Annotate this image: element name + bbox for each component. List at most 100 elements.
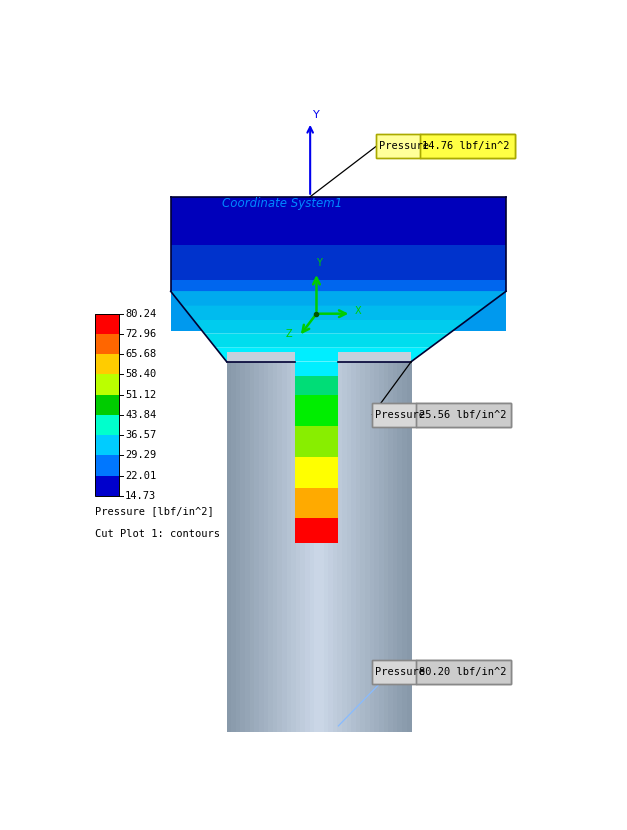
Bar — [300, 362, 305, 732]
Bar — [291, 362, 297, 732]
Bar — [240, 362, 246, 732]
Bar — [379, 362, 384, 732]
Text: X: X — [354, 305, 361, 315]
Bar — [295, 488, 339, 518]
Bar — [95, 314, 119, 496]
Bar — [420, 134, 515, 159]
Bar — [416, 660, 511, 685]
Bar — [388, 362, 393, 732]
Bar — [337, 362, 342, 732]
Bar — [95, 415, 119, 435]
Bar — [319, 362, 324, 732]
Text: 80.24: 80.24 — [125, 309, 156, 319]
Bar — [95, 314, 119, 334]
Bar — [407, 362, 412, 732]
Bar — [263, 362, 268, 732]
Bar — [376, 134, 515, 159]
Text: Y: Y — [313, 110, 319, 120]
Bar — [95, 354, 119, 374]
Text: Z: Z — [285, 329, 292, 339]
Text: 51.12: 51.12 — [125, 389, 156, 400]
Bar — [351, 362, 356, 732]
Bar — [356, 362, 361, 732]
Bar — [402, 362, 407, 732]
Bar — [393, 362, 398, 732]
Bar — [295, 518, 339, 543]
Bar — [226, 362, 232, 732]
Bar — [95, 394, 119, 415]
Bar — [310, 362, 315, 732]
Bar — [342, 362, 347, 732]
Bar — [231, 362, 236, 732]
Bar — [295, 377, 339, 394]
Bar — [328, 362, 333, 732]
Bar — [245, 362, 250, 732]
Bar — [226, 352, 295, 362]
Bar — [295, 426, 339, 457]
Text: 43.84: 43.84 — [125, 410, 156, 420]
Text: Pressure: Pressure — [375, 410, 424, 420]
Text: Coordinate System1: Coordinate System1 — [223, 197, 342, 210]
Bar — [372, 660, 511, 685]
Text: Pressure: Pressure — [375, 667, 424, 677]
Polygon shape — [171, 197, 506, 245]
Bar — [255, 362, 260, 732]
Text: 29.29: 29.29 — [125, 451, 156, 461]
Text: 36.57: 36.57 — [125, 430, 156, 440]
Text: Y: Y — [316, 258, 322, 268]
Bar — [268, 362, 273, 732]
Bar — [236, 362, 241, 732]
Bar — [296, 362, 301, 732]
Text: 58.40: 58.40 — [125, 369, 156, 379]
Bar — [372, 403, 511, 427]
Bar — [305, 362, 310, 732]
Text: 25.56 lbf/in^2: 25.56 lbf/in^2 — [419, 410, 506, 420]
Bar — [333, 362, 338, 732]
Text: 80.20 lbf/in^2: 80.20 lbf/in^2 — [419, 667, 506, 677]
Text: Pressure [lbf/in^2]: Pressure [lbf/in^2] — [95, 505, 214, 515]
Bar — [384, 362, 389, 732]
Bar — [295, 394, 339, 426]
Bar — [376, 134, 515, 159]
Text: 14.73: 14.73 — [125, 491, 156, 500]
Bar — [95, 374, 119, 394]
Bar — [250, 362, 255, 732]
Bar — [287, 362, 292, 732]
Polygon shape — [193, 320, 468, 334]
Text: 65.68: 65.68 — [125, 349, 156, 359]
Polygon shape — [216, 348, 430, 362]
Bar — [372, 403, 511, 427]
Bar — [324, 362, 329, 732]
Bar — [372, 660, 511, 685]
Polygon shape — [182, 305, 487, 320]
Text: 72.96: 72.96 — [125, 329, 156, 339]
Text: Pressure: Pressure — [379, 141, 429, 151]
Bar — [314, 362, 319, 732]
Bar — [95, 456, 119, 476]
Bar — [398, 362, 403, 732]
Bar — [374, 362, 379, 732]
Bar — [370, 362, 375, 732]
Bar — [295, 457, 339, 488]
Text: 22.01: 22.01 — [125, 471, 156, 481]
Bar — [259, 362, 264, 732]
Text: 14.76 lbf/in^2: 14.76 lbf/in^2 — [423, 141, 510, 151]
Polygon shape — [171, 280, 506, 331]
Bar — [365, 362, 370, 732]
Bar — [277, 362, 282, 732]
Polygon shape — [171, 245, 506, 280]
Polygon shape — [171, 291, 506, 305]
Bar — [95, 435, 119, 456]
Bar — [416, 403, 511, 427]
Bar — [273, 362, 278, 732]
Bar — [95, 334, 119, 354]
Polygon shape — [171, 291, 506, 331]
Bar — [361, 362, 366, 732]
Bar — [282, 362, 287, 732]
Bar — [295, 362, 339, 377]
Polygon shape — [204, 334, 449, 348]
Bar — [339, 352, 411, 362]
Bar — [95, 476, 119, 496]
Bar — [347, 362, 352, 732]
Text: Cut Plot 1: contours: Cut Plot 1: contours — [95, 530, 220, 540]
